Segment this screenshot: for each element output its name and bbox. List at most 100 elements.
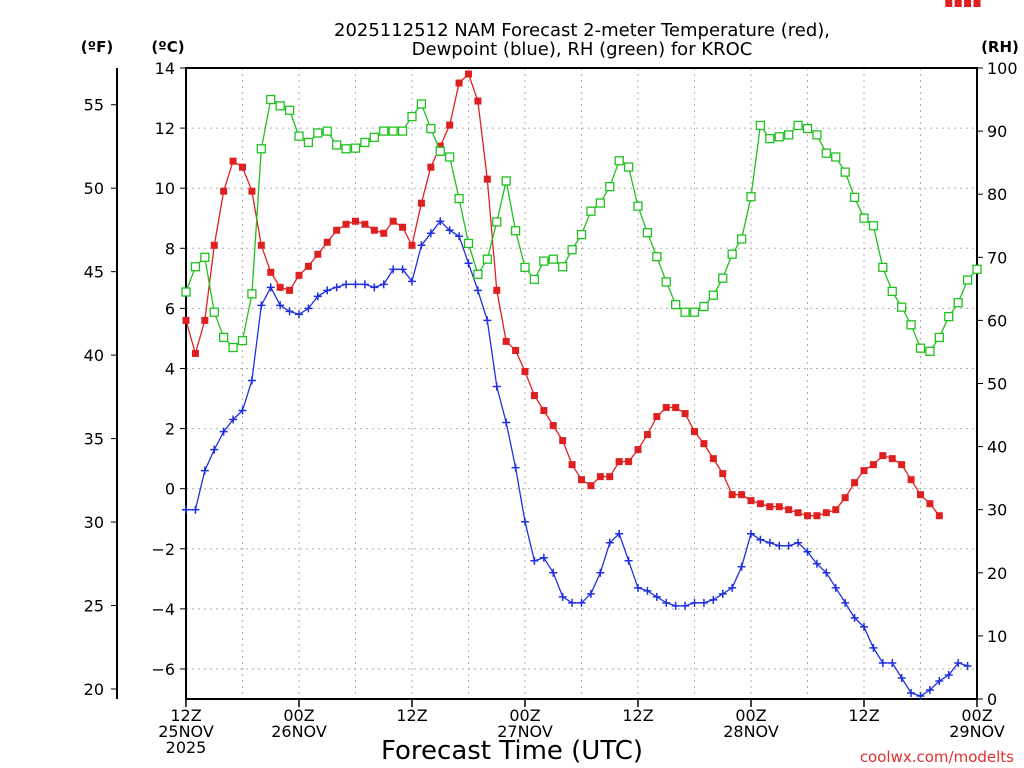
celsius-tick-label: 10 bbox=[155, 179, 175, 198]
x-tick-label: 26NOV bbox=[271, 722, 327, 741]
temperature-point bbox=[220, 187, 228, 195]
x-tick-label: 00Z bbox=[509, 706, 540, 725]
dewpoint-point bbox=[502, 418, 511, 427]
dewpoint-point bbox=[492, 382, 501, 391]
rh-point bbox=[322, 126, 332, 136]
dewpoint-point bbox=[360, 280, 369, 289]
rh-point bbox=[482, 254, 492, 264]
rh-point bbox=[887, 286, 897, 297]
temperature-point bbox=[596, 473, 604, 481]
temperature-point bbox=[483, 175, 491, 183]
temperature-point bbox=[804, 512, 811, 520]
rh-point bbox=[736, 234, 747, 244]
dewpoint-point bbox=[747, 529, 755, 538]
rh-point bbox=[266, 94, 276, 105]
dewpoint-point bbox=[182, 505, 190, 514]
rh-point bbox=[623, 162, 634, 172]
rh-point bbox=[294, 131, 304, 141]
temperature-point bbox=[728, 491, 736, 499]
rh-tick-label: 80 bbox=[987, 185, 1007, 204]
rh-point bbox=[727, 249, 737, 259]
rh-point bbox=[774, 132, 784, 142]
temperature-point bbox=[964, 0, 972, 7]
temperature-point bbox=[587, 482, 595, 490]
dewpoint-point bbox=[558, 592, 567, 601]
rh-point bbox=[859, 213, 869, 223]
rh-point bbox=[275, 101, 285, 111]
x-tick-label: 12Z bbox=[622, 706, 653, 725]
rh-point bbox=[247, 289, 257, 299]
rh-point bbox=[181, 287, 191, 297]
rh-point bbox=[897, 302, 907, 312]
dewpoint-point bbox=[634, 583, 642, 592]
rh-point bbox=[256, 144, 266, 154]
dewpoint-point bbox=[304, 304, 313, 313]
rh-point bbox=[878, 262, 888, 273]
dewpoint-point bbox=[643, 586, 652, 595]
rh-point bbox=[840, 167, 850, 177]
temperature-point bbox=[436, 142, 444, 150]
dewpoint-point bbox=[812, 559, 821, 568]
temperature-point bbox=[286, 286, 294, 294]
celsius-tick-label: 2 bbox=[165, 420, 175, 439]
dewpoint-point bbox=[455, 232, 464, 241]
rh-point bbox=[558, 262, 568, 272]
rh-tick-label: 50 bbox=[987, 375, 1007, 394]
dewpoint-point bbox=[888, 658, 897, 667]
fahrenheit-tick-label: 40 bbox=[84, 346, 104, 365]
rh-point bbox=[868, 221, 879, 231]
rh-tick-label: 70 bbox=[987, 248, 1007, 267]
rh-unit-label: (RH) bbox=[981, 38, 1019, 56]
rh-point bbox=[671, 299, 681, 310]
rh-point bbox=[510, 226, 521, 236]
fahrenheit-unit-label: (ºF) bbox=[81, 38, 113, 56]
temperature-point bbox=[417, 199, 425, 207]
temperature-point bbox=[408, 241, 416, 249]
celsius-tick-label: 6 bbox=[165, 299, 175, 318]
rh-point bbox=[397, 126, 408, 136]
temperature-point bbox=[370, 226, 378, 234]
rh-tick-label: 20 bbox=[987, 564, 1007, 583]
rh-tick-label: 0 bbox=[987, 690, 997, 709]
dewpoint-point bbox=[266, 283, 275, 292]
dewpoint-point bbox=[351, 280, 360, 289]
temperature-point bbox=[465, 70, 472, 78]
rh-point bbox=[445, 152, 455, 162]
temperature-point bbox=[182, 316, 190, 324]
temperature-point bbox=[888, 455, 896, 463]
dewpoint-point bbox=[464, 259, 473, 268]
temperature-point bbox=[333, 226, 341, 234]
rh-tick-label: 40 bbox=[987, 438, 1007, 457]
rh-point bbox=[718, 273, 728, 283]
temperature-point bbox=[389, 217, 397, 225]
x-tick-label: 27NOV bbox=[497, 722, 553, 741]
temperature-point bbox=[493, 286, 501, 294]
rh-point bbox=[303, 137, 314, 148]
dewpoint-point bbox=[794, 538, 803, 547]
rh-point bbox=[934, 332, 944, 343]
temperature-point bbox=[869, 461, 877, 469]
dewpoint-point bbox=[775, 541, 784, 550]
credit-label: coolwx.com/modelts bbox=[860, 748, 1014, 766]
rh-point bbox=[652, 252, 662, 262]
dewpoint-point bbox=[605, 538, 614, 547]
rh-point bbox=[576, 229, 587, 240]
temperature-point bbox=[672, 404, 680, 412]
temperature-point bbox=[766, 503, 774, 511]
celsius-unit-label: (ºC) bbox=[151, 38, 184, 56]
x-axis-label: Forecast Time (UTC) bbox=[381, 736, 643, 766]
rh-point bbox=[944, 311, 954, 322]
dewpoint-point bbox=[332, 283, 341, 292]
chart-title-line2: Dewpoint (blue), RH (green) for KROC bbox=[412, 39, 753, 60]
fahrenheit-tick-label: 25 bbox=[84, 597, 104, 616]
temperature-point bbox=[239, 163, 246, 171]
dewpoint-point bbox=[916, 691, 925, 700]
temperature-point bbox=[361, 220, 369, 228]
rh-point bbox=[642, 228, 653, 238]
temperature-point bbox=[841, 494, 849, 502]
rh-point bbox=[614, 156, 624, 166]
celsius-tick-label: −4 bbox=[151, 600, 175, 619]
rh-point bbox=[605, 181, 615, 192]
rh-point bbox=[473, 269, 483, 279]
